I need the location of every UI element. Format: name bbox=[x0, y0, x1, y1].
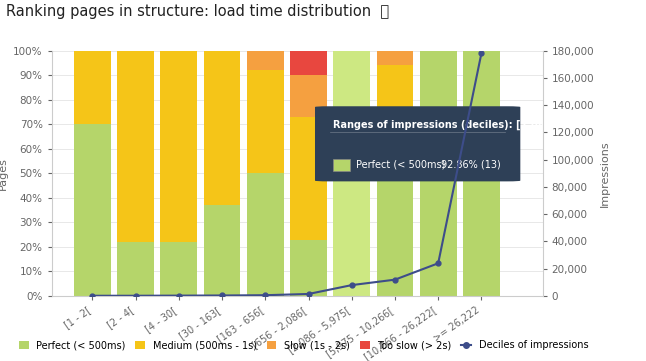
Bar bbox=[160, 51, 197, 242]
Bar bbox=[377, 51, 413, 65]
Bar bbox=[377, 107, 413, 296]
Bar bbox=[247, 173, 284, 296]
Bar bbox=[117, 242, 154, 296]
Bar bbox=[290, 117, 327, 240]
Bar bbox=[290, 240, 327, 296]
Bar bbox=[160, 242, 197, 296]
Legend: Perfect (< 500ms), Medium (500ms - 1s), Slow (1s - 2s), Too slow (> 2s), Deciles: Perfect (< 500ms), Medium (500ms - 1s), … bbox=[15, 336, 592, 355]
Bar bbox=[74, 124, 110, 296]
Bar bbox=[463, 51, 500, 296]
Text: 92.86% (13): 92.86% (13) bbox=[441, 160, 501, 170]
Text: Ranking pages in structure: load time distribution  ⓘ: Ranking pages in structure: load time di… bbox=[6, 4, 390, 19]
FancyBboxPatch shape bbox=[333, 158, 350, 171]
Y-axis label: Pages: Pages bbox=[0, 157, 8, 190]
Bar bbox=[203, 51, 240, 205]
Text: Perfect (< 500ms): Perfect (< 500ms) bbox=[356, 160, 446, 170]
Text: Ranges of impressions (deciles): [2,086 - 5,975[: Ranges of impressions (deciles): [2,086 … bbox=[333, 119, 598, 130]
Bar bbox=[333, 51, 370, 68]
Bar bbox=[247, 70, 284, 173]
Bar bbox=[333, 68, 370, 296]
Bar bbox=[117, 51, 154, 242]
Bar bbox=[420, 51, 457, 296]
Bar bbox=[290, 51, 327, 75]
FancyBboxPatch shape bbox=[315, 106, 520, 181]
Y-axis label: Impressions: Impressions bbox=[600, 140, 610, 206]
Bar bbox=[203, 205, 240, 296]
Bar bbox=[290, 75, 327, 117]
Bar bbox=[377, 65, 413, 107]
Bar bbox=[247, 51, 284, 70]
Bar bbox=[74, 51, 110, 124]
